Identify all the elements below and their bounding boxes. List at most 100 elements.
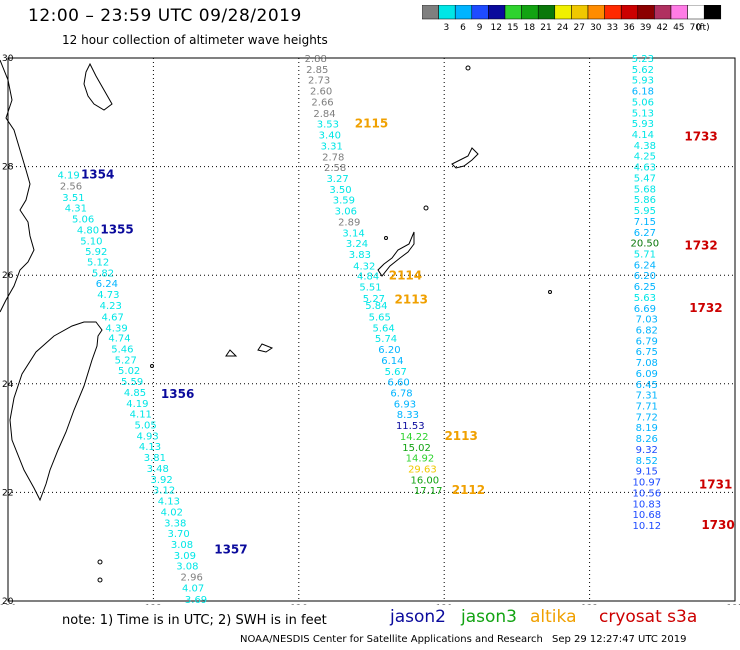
wave-height-value: 6.18 bbox=[632, 87, 654, 98]
wave-height-value: 3.48 bbox=[147, 464, 169, 475]
wave-height-value: 7.15 bbox=[634, 217, 656, 228]
colorbar-label: 15 bbox=[507, 23, 518, 33]
wave-height-value: 7.03 bbox=[636, 315, 658, 326]
wave-height-value: 4.19 bbox=[126, 399, 148, 410]
lat-tick-label: 24 bbox=[2, 380, 14, 390]
wave-height-value: 4.39 bbox=[105, 323, 127, 334]
wave-height-value: 29.63 bbox=[408, 465, 437, 476]
wave-height-value: 20.50 bbox=[631, 239, 660, 250]
pass-number-label: 1733 bbox=[684, 130, 717, 144]
wave-height-value: 4.32 bbox=[353, 261, 375, 272]
legend-item-cryosat: cryosat s3a bbox=[599, 607, 698, 627]
track-jason3: 2.882.852.732.602.662.843.533.403.312.78… bbox=[305, 54, 486, 497]
lat-tick-label: 20 bbox=[2, 597, 14, 605]
wave-height-value: 3.24 bbox=[346, 239, 368, 250]
kyushu-coastline bbox=[83, 62, 113, 111]
island bbox=[548, 290, 552, 294]
lon-tick-label: 123 bbox=[145, 604, 162, 605]
wave-height-value: 5.65 bbox=[369, 312, 391, 323]
colorbar-label: 39 bbox=[640, 23, 652, 33]
island bbox=[465, 65, 471, 71]
island bbox=[384, 236, 388, 240]
wave-height-value: 2.96 bbox=[181, 573, 203, 584]
amami-coastline bbox=[451, 147, 479, 169]
coastlines bbox=[0, 59, 552, 583]
lat-tick-label: 28 bbox=[2, 163, 14, 173]
tick-labels: 120 123 126 129 132 135 30 28 26 24 22 20 bbox=[0, 54, 740, 605]
pass-number-label: 1356 bbox=[161, 387, 194, 401]
wave-height-value: 5.27 bbox=[115, 355, 137, 366]
wave-height-value: 2.85 bbox=[306, 65, 328, 76]
wave-height-value: 5.71 bbox=[634, 249, 656, 260]
wave-height-value: 5.63 bbox=[634, 293, 656, 304]
colorbar-label: 24 bbox=[557, 23, 569, 33]
colorbar-label: 45 bbox=[673, 23, 684, 33]
lon-tick-label: 129 bbox=[436, 604, 453, 605]
lon-tick-label: 135 bbox=[726, 604, 740, 605]
pass-number-label: 1357 bbox=[214, 542, 247, 556]
colorbar-label: 30 bbox=[590, 23, 602, 33]
wave-height-value: 2.58 bbox=[324, 163, 346, 174]
wave-height-value: 9.15 bbox=[636, 467, 658, 478]
wave-height-value: 6.20 bbox=[378, 345, 400, 356]
wave-height-value: 5.64 bbox=[372, 323, 394, 334]
legend: note: 1) Time is in UTC; 2) SWH is in fe… bbox=[0, 605, 740, 631]
wave-height-value: 6.79 bbox=[636, 336, 658, 347]
wave-height-value: 14.92 bbox=[406, 454, 435, 465]
wave-height-value: 3.38 bbox=[164, 518, 186, 529]
pass-number-label: 2115 bbox=[355, 117, 388, 131]
wave-height-value: 4.38 bbox=[634, 141, 656, 152]
wave-height-value: 7.31 bbox=[636, 391, 658, 402]
wave-height-value: 2.78 bbox=[322, 152, 344, 163]
wave-height-value: 5.12 bbox=[87, 258, 109, 269]
wave-height-value: 4.23 bbox=[100, 301, 122, 312]
legend-item-altika: altika bbox=[530, 607, 577, 627]
wave-height-value: 10.97 bbox=[632, 478, 661, 489]
lat-tick-label: 30 bbox=[2, 54, 14, 64]
wave-height-value: 5.02 bbox=[118, 366, 140, 377]
track-jason2: 4.192.563.514.315.064.805.105.925.125.82… bbox=[57, 168, 247, 605]
wave-height-value: 8.19 bbox=[636, 423, 658, 434]
altimeter-tracks: 4.192.563.514.315.064.805.105.925.125.82… bbox=[57, 54, 734, 605]
wave-height-value: 5.05 bbox=[135, 421, 157, 432]
pass-number-label: 1732 bbox=[689, 301, 722, 315]
colorbar-label: 3 bbox=[444, 23, 450, 33]
wave-height-value: 5.93 bbox=[632, 76, 654, 87]
wave-height-value: 11.53 bbox=[396, 421, 425, 432]
wave-height-value: 5.23 bbox=[632, 54, 654, 65]
wave-height-value: 4.19 bbox=[57, 171, 79, 182]
wave-height-value: 5.92 bbox=[85, 247, 107, 258]
colorbar-label: 27 bbox=[573, 23, 584, 33]
map-subtitle: 12 hour collection of altimeter wave hei… bbox=[62, 33, 328, 47]
wave-height-value: 17.17 bbox=[414, 486, 443, 497]
colorbar-label: 6 bbox=[460, 23, 466, 33]
wave-height-value: 6.27 bbox=[634, 228, 656, 239]
island bbox=[423, 205, 429, 211]
colorbar-label: 21 bbox=[540, 23, 551, 33]
graticule bbox=[7, 57, 736, 602]
pass-number-label: 1731 bbox=[699, 477, 732, 491]
wave-height-value: 3.08 bbox=[171, 540, 193, 551]
lat-tick-label: 26 bbox=[2, 271, 14, 281]
wave-height-value: 6.69 bbox=[634, 304, 656, 315]
wave-height-value: 5.68 bbox=[634, 184, 656, 195]
wave-height-value: 3.50 bbox=[329, 185, 351, 196]
pass-number-label: 1732 bbox=[684, 238, 717, 252]
colorbar-unit: (ft) bbox=[696, 23, 710, 33]
wave-height-value: 4.84 bbox=[357, 272, 379, 283]
wave-height-value: 5.82 bbox=[92, 268, 114, 279]
footer-timestamp: Sep 29 12:27:47 UTC 2019 bbox=[552, 634, 687, 645]
wave-height-value: 2.56 bbox=[60, 182, 82, 193]
wave-height-map: 120123126129132135302826242220 4.192.563… bbox=[0, 54, 740, 605]
yaeyama-coastline bbox=[225, 349, 238, 357]
lon-tick-label: 126 bbox=[290, 604, 307, 605]
wave-height-value: 2.88 bbox=[305, 54, 327, 65]
island bbox=[97, 559, 103, 565]
wave-height-value: 10.56 bbox=[632, 488, 661, 499]
wave-height-value: 5.67 bbox=[385, 367, 407, 378]
wave-height-value: 5.93 bbox=[632, 119, 654, 130]
wave-height-value: 2.84 bbox=[313, 109, 335, 120]
colorbar: 3 6 9 12 15 18 21 24 27 30 33 36 39 42 45 70(ft) bbox=[422, 5, 722, 33]
wave-height-value: 6.82 bbox=[636, 326, 658, 337]
pass-number-label: 1355 bbox=[100, 223, 133, 237]
